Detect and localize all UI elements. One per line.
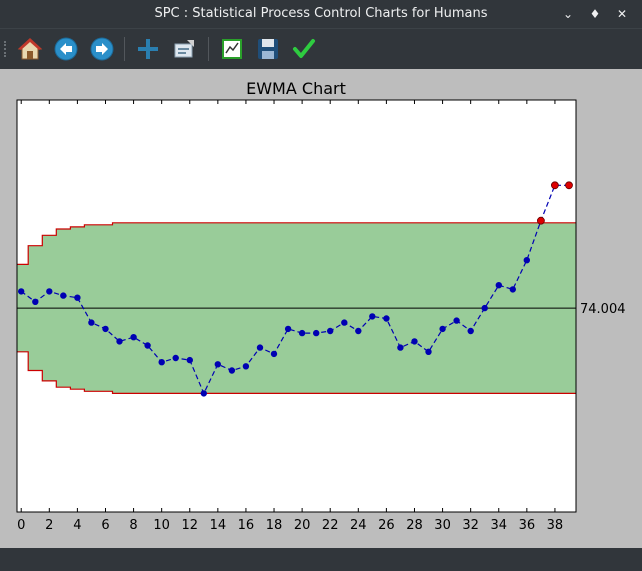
home-icon: [17, 38, 43, 60]
x-tick-label: 12: [181, 518, 198, 533]
data-point: [313, 329, 320, 337]
data-point: [453, 317, 460, 324]
x-tick-label: 10: [153, 518, 170, 533]
data-point: [102, 325, 109, 333]
data-point: [200, 390, 207, 397]
restore-button[interactable]: ♦: [589, 7, 601, 21]
data-point: [439, 325, 446, 333]
zoom-rect-icon: [174, 40, 194, 58]
back-button[interactable]: [52, 35, 80, 63]
out-of-control-point: [537, 216, 545, 225]
x-tick-label: 14: [210, 518, 227, 533]
move-icon: [138, 39, 158, 59]
x-tick-label: 26: [378, 518, 395, 533]
checkmark-icon: [293, 39, 315, 58]
save-button[interactable]: [254, 35, 282, 63]
data-point: [214, 361, 221, 368]
ewma-series: [18, 181, 573, 397]
x-tick-label: 28: [406, 518, 423, 533]
ewma-chart: 0 2 4 6 8 10 12 14 16 18 20 22 24 26 28 30 32 34 36 38 EWMA…: [16, 79, 626, 533]
data-point: [228, 367, 236, 374]
arrow-left-icon: [54, 37, 78, 61]
data-point: [383, 315, 390, 322]
data-point: [425, 348, 432, 355]
data-point: [172, 354, 179, 362]
data-point: [355, 327, 362, 335]
forward-button[interactable]: [88, 35, 116, 63]
data-point: [523, 256, 530, 264]
data-point: [341, 319, 348, 326]
data-point: [32, 298, 39, 305]
data-point: [509, 286, 516, 293]
data-point: [130, 334, 137, 341]
data-point: [242, 363, 250, 370]
center-line-label: 74.004: [580, 302, 626, 317]
out-of-control-point: [565, 181, 573, 190]
zoom-button[interactable]: [170, 35, 198, 63]
home-button[interactable]: [16, 35, 44, 63]
toolbar-separator: [124, 37, 125, 61]
floppy-icon: [258, 39, 278, 59]
arrow-right-icon: [90, 37, 114, 61]
x-tick-label: 30: [434, 518, 451, 533]
data-point: [158, 359, 165, 366]
minimize-button[interactable]: ⌄: [562, 7, 574, 21]
x-tick-label: 34: [490, 518, 507, 533]
x-tick-label: 2: [45, 518, 53, 533]
x-tick-label: 32: [462, 518, 479, 533]
data-point: [18, 288, 25, 295]
x-tick-label: 18: [266, 518, 283, 533]
configure-subplots-button[interactable]: [218, 35, 246, 63]
close-button[interactable]: ✕: [616, 7, 628, 21]
plot-frame: [16, 99, 577, 513]
x-tick-label: 8: [129, 518, 137, 533]
x-tick-label: 22: [322, 518, 339, 533]
data-point: [46, 288, 53, 295]
data-point: [369, 313, 376, 320]
title-bar: SPC : Statistical Process Control Charts…: [0, 0, 642, 28]
x-axis: 0 2 4 6 8 10 12 14 16 18 20 22 24 26 28 30 32 34 36 38: [17, 100, 563, 533]
toolbar: [0, 28, 642, 69]
ucl-line: [17, 222, 576, 265]
x-tick-label: 20: [294, 518, 311, 533]
data-point: [116, 338, 123, 345]
data-point: [467, 327, 474, 335]
x-tick-label: 16: [238, 518, 255, 533]
x-tick-label: 4: [73, 518, 81, 533]
status-bar: [0, 548, 642, 571]
data-point: [397, 344, 404, 351]
x-tick-label: 38: [547, 518, 564, 533]
data-point: [298, 329, 306, 337]
data-point: [60, 292, 67, 299]
data-point: [327, 327, 334, 335]
x-tick-label: 36: [519, 518, 536, 533]
data-point: [495, 281, 502, 289]
data-point: [186, 356, 193, 364]
x-tick-label: 6: [101, 518, 109, 533]
data-point: [270, 350, 278, 358]
window-title: SPC : Statistical Process Control Charts…: [154, 6, 488, 21]
pan-button[interactable]: [134, 35, 162, 63]
chart-title: EWMA Chart: [246, 79, 346, 98]
subplots-icon: [222, 39, 242, 59]
data-point: [284, 325, 292, 333]
data-point: [481, 304, 488, 312]
lcl-line: [17, 351, 576, 394]
data-point: [411, 338, 418, 345]
x-tick-label: 24: [350, 518, 367, 533]
edit-button[interactable]: [290, 35, 318, 63]
data-point: [88, 319, 95, 326]
data-point: [74, 294, 81, 301]
out-of-control-point: [551, 181, 559, 190]
data-point: [256, 344, 264, 351]
data-point: [144, 342, 151, 349]
x-tick-label: 0: [17, 518, 25, 533]
toolbar-separator: [208, 37, 209, 61]
toolbar-grip-handle[interactable]: [4, 41, 9, 57]
